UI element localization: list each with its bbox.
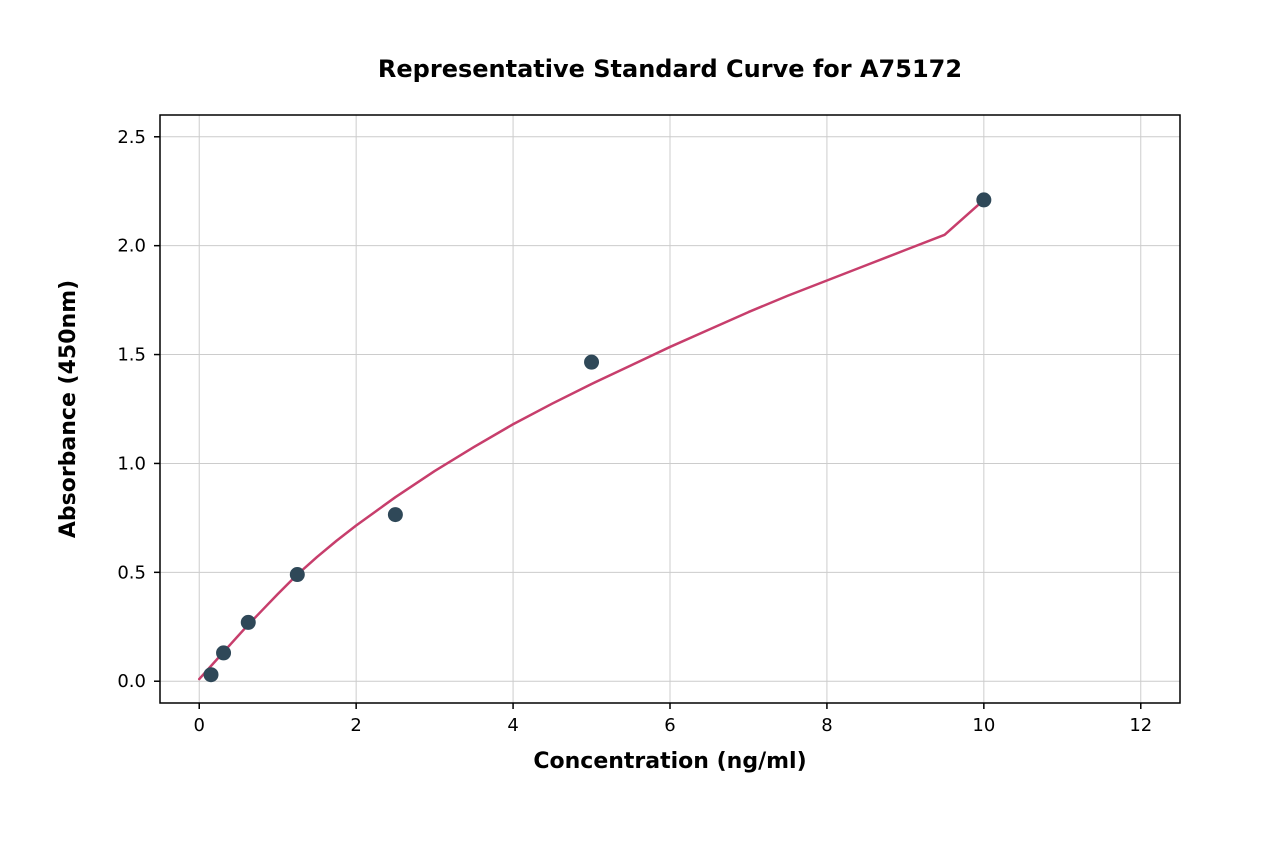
chart-background bbox=[0, 0, 1280, 845]
y-tick-label: 2.5 bbox=[117, 127, 146, 148]
data-point bbox=[977, 193, 991, 207]
x-tick-label: 2 bbox=[350, 715, 361, 736]
y-axis-label: Absorbance (450nm) bbox=[56, 280, 81, 538]
chart-svg: 0 2 4 6 8 10 12 0.0 0.5 1.0 1.5 2.0 2.5 Concentration… bbox=[0, 0, 1280, 845]
x-tick-label: 0 bbox=[194, 715, 205, 736]
data-point bbox=[217, 646, 231, 660]
y-tick-label: 1.0 bbox=[117, 453, 146, 474]
x-tick-label: 4 bbox=[507, 715, 518, 736]
chart-container: 0 2 4 6 8 10 12 0.0 0.5 1.0 1.5 2.0 2.5 Concentration… bbox=[0, 0, 1280, 845]
data-point bbox=[585, 355, 599, 369]
data-point bbox=[388, 508, 402, 522]
y-tick-label: 1.5 bbox=[117, 345, 146, 366]
x-tick-label: 12 bbox=[1129, 715, 1152, 736]
x-axis-label: Concentration (ng/ml) bbox=[533, 749, 806, 774]
x-tick-label: 8 bbox=[821, 715, 832, 736]
y-tick-label: 0.5 bbox=[117, 562, 146, 583]
y-tick-label: 2.0 bbox=[117, 236, 146, 257]
chart-title: Representative Standard Curve for A75172 bbox=[378, 55, 962, 83]
data-point bbox=[204, 668, 218, 682]
data-point bbox=[290, 568, 304, 582]
x-tick-label: 6 bbox=[664, 715, 675, 736]
x-tick-label: 10 bbox=[972, 715, 995, 736]
y-tick-label: 0.0 bbox=[117, 671, 146, 692]
data-point bbox=[241, 615, 255, 629]
